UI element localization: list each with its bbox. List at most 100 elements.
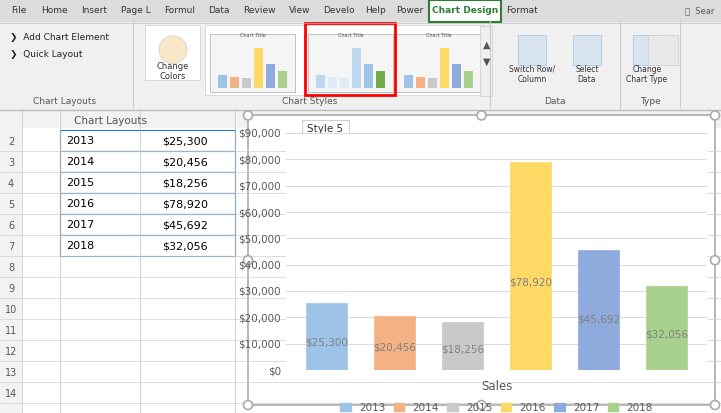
Bar <box>646 285 686 370</box>
Text: 2016: 2016 <box>66 199 94 209</box>
Text: $18,256: $18,256 <box>441 345 484 355</box>
Bar <box>248 116 715 405</box>
Text: Switch Row/
Column: Switch Row/ Column <box>509 65 555 84</box>
Circle shape <box>710 111 720 120</box>
Text: View: View <box>289 7 311 15</box>
Bar <box>254 48 263 88</box>
Bar <box>374 316 415 370</box>
Bar <box>376 71 385 88</box>
Bar <box>60 214 235 235</box>
Text: 2018: 2018 <box>66 241 94 251</box>
Text: 13: 13 <box>5 368 17 378</box>
Bar <box>364 64 373 88</box>
Text: Page L: Page L <box>121 7 151 15</box>
Text: Develo: Develo <box>323 7 355 15</box>
Text: 12: 12 <box>5 347 17 357</box>
Bar <box>452 64 461 88</box>
Text: Chart Layouts: Chart Layouts <box>74 116 146 126</box>
Text: Format: Format <box>506 7 538 15</box>
Bar <box>248 116 715 405</box>
Text: $25,300: $25,300 <box>305 337 348 347</box>
Bar <box>60 131 235 152</box>
Text: ▲: ▲ <box>483 40 491 50</box>
Bar <box>60 193 235 214</box>
Text: Chart Title: Chart Title <box>337 33 363 38</box>
Circle shape <box>710 256 720 265</box>
Text: $32,056: $32,056 <box>645 330 688 339</box>
Text: $18,256: $18,256 <box>162 178 208 188</box>
Bar <box>230 77 239 88</box>
Text: Change
Colors: Change Colors <box>156 62 189 81</box>
Text: Chart Title: Chart Title <box>425 33 451 38</box>
Text: Data: Data <box>544 97 566 107</box>
Text: $32,056: $32,056 <box>162 241 208 251</box>
Circle shape <box>244 401 252 410</box>
Bar <box>416 77 425 88</box>
Bar <box>480 26 492 95</box>
Text: Chart Styles: Chart Styles <box>283 97 337 107</box>
Bar <box>340 78 349 88</box>
Bar <box>278 71 287 88</box>
Text: File: File <box>12 7 27 15</box>
Text: 3: 3 <box>8 158 14 169</box>
Text: $78,920: $78,920 <box>162 199 208 209</box>
Text: 2: 2 <box>8 138 14 147</box>
Text: Help: Help <box>366 7 386 15</box>
Bar <box>60 172 235 193</box>
Text: Chart Design: Chart Design <box>432 7 498 15</box>
Text: 11: 11 <box>5 326 17 336</box>
Text: Type: Type <box>640 97 660 107</box>
Text: Data: Data <box>208 7 230 15</box>
Text: Home: Home <box>40 7 67 15</box>
Text: $78,920: $78,920 <box>509 278 552 288</box>
Text: 14: 14 <box>5 389 17 399</box>
Text: $25,300: $25,300 <box>162 136 208 146</box>
Bar <box>0 109 22 413</box>
Bar <box>328 77 337 88</box>
Text: $20,456: $20,456 <box>162 157 208 167</box>
Bar <box>60 152 235 172</box>
Bar <box>428 78 437 88</box>
Bar <box>145 25 200 80</box>
Bar <box>306 304 347 370</box>
Text: 8: 8 <box>8 263 14 273</box>
Bar <box>316 75 325 88</box>
Text: 6: 6 <box>8 221 14 231</box>
Bar <box>0 109 721 128</box>
Bar <box>305 23 395 95</box>
Text: 5: 5 <box>8 200 14 210</box>
Text: Chart Layouts: Chart Layouts <box>33 97 97 107</box>
Bar <box>242 78 251 88</box>
Text: 2014: 2014 <box>66 157 94 167</box>
Text: ❯  Add Chart Element: ❯ Add Chart Element <box>10 33 109 42</box>
Text: $45,692: $45,692 <box>162 220 208 230</box>
Text: ▼: ▼ <box>483 57 491 66</box>
Text: Style 5: Style 5 <box>307 124 343 134</box>
Circle shape <box>159 36 187 64</box>
Text: 10: 10 <box>5 305 17 315</box>
Text: Insert: Insert <box>81 7 107 15</box>
Bar <box>578 250 619 370</box>
Text: 7: 7 <box>8 242 14 252</box>
Bar <box>266 64 275 88</box>
Text: Formul: Formul <box>164 7 195 15</box>
Bar <box>510 162 551 370</box>
Circle shape <box>244 256 252 265</box>
Bar <box>218 75 227 88</box>
Text: 2017: 2017 <box>66 220 94 230</box>
Text: Change
Chart Type: Change Chart Type <box>627 65 668 84</box>
Bar <box>442 322 483 370</box>
Text: Review: Review <box>243 7 275 15</box>
FancyBboxPatch shape <box>302 121 349 138</box>
Bar <box>633 35 661 65</box>
Bar <box>648 35 678 65</box>
Text: Select
Data: Select Data <box>575 65 598 84</box>
Text: 4: 4 <box>8 179 14 189</box>
Circle shape <box>244 111 252 120</box>
Legend: 2013, 2014, 2015, 2016, 2017, 2018: 2013, 2014, 2015, 2016, 2017, 2018 <box>336 399 657 413</box>
Bar <box>518 35 546 65</box>
Bar <box>210 34 295 92</box>
Bar <box>352 48 361 88</box>
Text: 2013: 2013 <box>66 136 94 146</box>
Bar <box>404 75 413 88</box>
